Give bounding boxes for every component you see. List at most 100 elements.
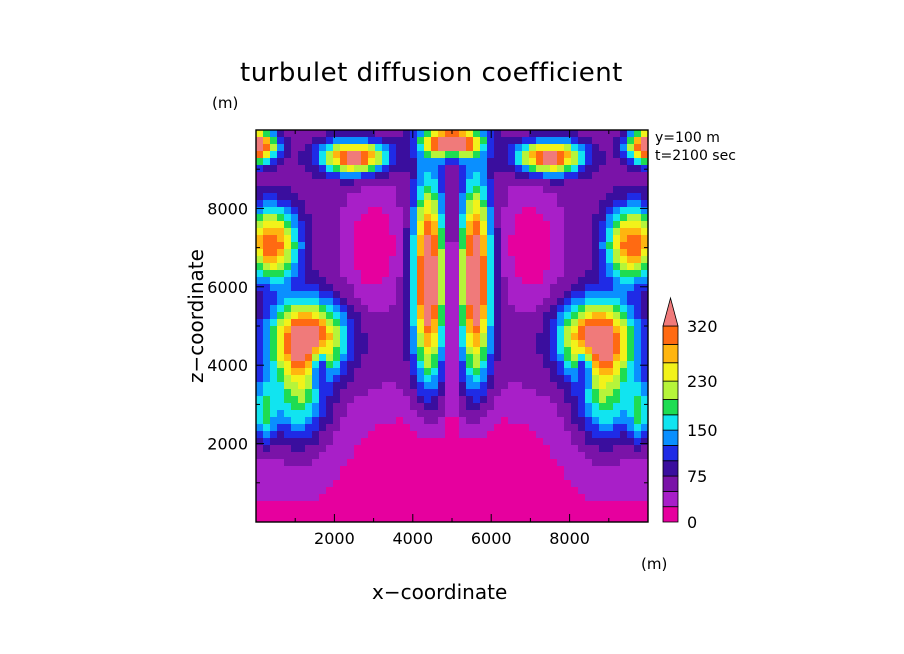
field-cell bbox=[256, 242, 264, 250]
field-cell bbox=[641, 270, 648, 278]
field-cell bbox=[305, 312, 313, 320]
field-cell bbox=[256, 158, 264, 166]
field-cell bbox=[431, 228, 439, 236]
field-cell bbox=[354, 291, 362, 299]
field-cell bbox=[627, 228, 635, 236]
field-cell bbox=[634, 270, 642, 278]
field-cell bbox=[578, 305, 586, 313]
field-cell bbox=[417, 298, 425, 306]
field-cell bbox=[634, 494, 642, 502]
field-cell bbox=[550, 389, 558, 397]
field-cell bbox=[256, 270, 264, 278]
field-cell bbox=[375, 396, 383, 404]
field-cell bbox=[312, 368, 320, 376]
field-cell bbox=[410, 382, 418, 390]
field-cell bbox=[620, 480, 628, 488]
field-cell bbox=[543, 179, 551, 187]
field-cell bbox=[578, 333, 586, 341]
field-cell bbox=[368, 249, 376, 257]
field-cell bbox=[487, 410, 495, 418]
field-cell bbox=[529, 424, 537, 432]
field-cell bbox=[438, 403, 446, 411]
field-cell bbox=[515, 403, 523, 411]
field-cell bbox=[305, 354, 313, 362]
field-cell bbox=[522, 473, 530, 481]
field-cell bbox=[284, 242, 292, 250]
field-cell bbox=[403, 319, 411, 327]
field-cell bbox=[403, 228, 411, 236]
field-cell bbox=[599, 375, 607, 383]
field-cell bbox=[284, 515, 292, 522]
field-cell bbox=[305, 235, 313, 243]
field-cell bbox=[263, 242, 271, 250]
field-cell bbox=[522, 263, 530, 271]
field-cell bbox=[452, 151, 460, 159]
field-cell bbox=[347, 270, 355, 278]
field-cell bbox=[319, 249, 327, 257]
field-cell bbox=[641, 375, 648, 383]
field-cell bbox=[277, 347, 285, 355]
field-cell bbox=[599, 137, 607, 145]
field-cell bbox=[557, 459, 565, 467]
field-cell bbox=[522, 305, 530, 313]
field-cell bbox=[445, 494, 453, 502]
field-cell bbox=[305, 347, 313, 355]
field-cell bbox=[361, 242, 369, 250]
field-cell bbox=[522, 431, 530, 439]
field-cell bbox=[487, 165, 495, 173]
field-cell bbox=[403, 417, 411, 425]
field-cell bbox=[613, 438, 621, 446]
field-cell bbox=[382, 431, 390, 439]
field-cell bbox=[333, 270, 341, 278]
field-cell bbox=[340, 410, 348, 418]
field-cell bbox=[312, 480, 320, 488]
field-cell bbox=[613, 270, 621, 278]
field-cell bbox=[613, 137, 621, 145]
field-cell bbox=[333, 298, 341, 306]
field-cell bbox=[466, 424, 474, 432]
field-cell bbox=[508, 389, 516, 397]
field-cell bbox=[557, 165, 565, 173]
field-cell bbox=[361, 270, 369, 278]
field-cell bbox=[431, 347, 439, 355]
field-cell bbox=[298, 151, 306, 159]
field-cell bbox=[494, 501, 502, 509]
field-cell bbox=[410, 172, 418, 180]
field-cell bbox=[578, 207, 586, 215]
field-cell bbox=[599, 347, 607, 355]
field-cell bbox=[459, 256, 467, 264]
field-cell bbox=[347, 305, 355, 313]
field-cell bbox=[452, 130, 460, 138]
field-cell bbox=[501, 487, 509, 495]
field-cell bbox=[634, 326, 642, 334]
field-cell bbox=[515, 368, 523, 376]
field-cell bbox=[270, 410, 278, 418]
field-cell bbox=[571, 200, 579, 208]
field-cell bbox=[417, 396, 425, 404]
field-cell bbox=[347, 186, 355, 194]
field-cell bbox=[333, 417, 341, 425]
field-cell bbox=[417, 494, 425, 502]
field-cell bbox=[424, 396, 432, 404]
field-cell bbox=[536, 312, 544, 320]
field-cell bbox=[487, 508, 495, 516]
field-cell bbox=[375, 179, 383, 187]
field-cell bbox=[410, 165, 418, 173]
field-cell bbox=[494, 151, 502, 159]
field-cell bbox=[256, 333, 264, 341]
field-cell bbox=[438, 396, 446, 404]
field-cell bbox=[417, 368, 425, 376]
field-cell bbox=[410, 431, 418, 439]
field-cell bbox=[452, 319, 460, 327]
field-cell bbox=[585, 466, 593, 474]
field-cell bbox=[613, 312, 621, 320]
field-cell bbox=[438, 347, 446, 355]
field-cell bbox=[326, 151, 334, 159]
field-cell bbox=[508, 417, 516, 425]
field-cell bbox=[340, 389, 348, 397]
field-cell bbox=[501, 319, 509, 327]
field-cell bbox=[529, 291, 537, 299]
field-cell bbox=[410, 445, 418, 453]
field-cell bbox=[599, 333, 607, 341]
field-cell bbox=[459, 459, 467, 467]
